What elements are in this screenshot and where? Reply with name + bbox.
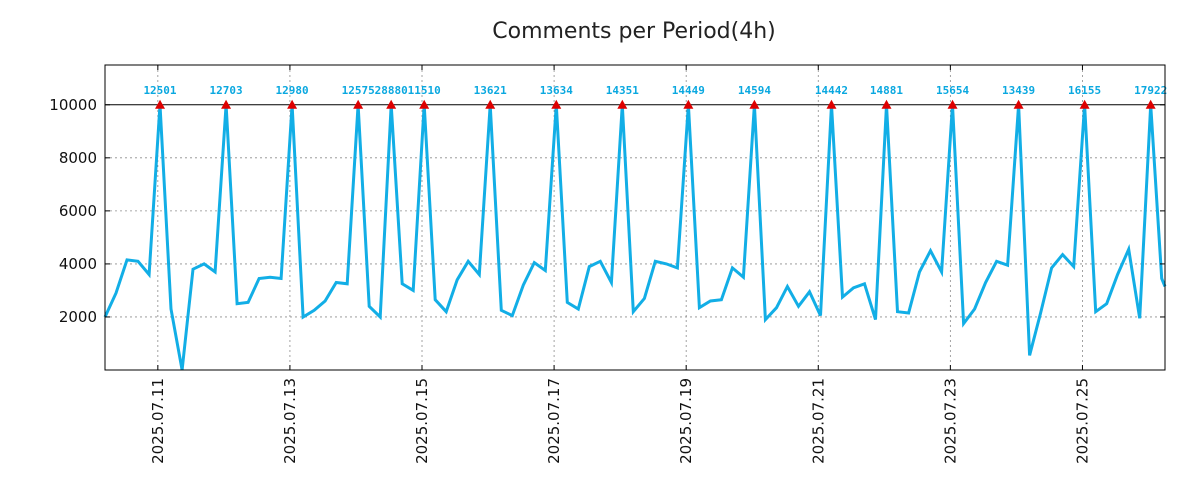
peak-marker: [683, 99, 694, 109]
chart-title: Comments per Period(4h): [492, 19, 776, 44]
peak-label: 12575: [342, 84, 375, 97]
peak-label: 14594: [738, 84, 771, 97]
peak-marker: [353, 99, 364, 109]
peak-marker: [419, 99, 430, 109]
y-tick-label: 6000: [59, 202, 97, 220]
series-line: [103, 104, 1167, 371]
plot-frame: [104, 64, 1166, 371]
peak-marker: [881, 99, 892, 109]
peak-label: 12980: [276, 84, 309, 97]
peak-marker: [221, 99, 232, 109]
peak-label: 13439: [1002, 84, 1035, 97]
x-tick-label: 2025.07.11: [149, 378, 167, 464]
x-tick-label: 2025.07.17: [545, 378, 563, 464]
peak-label: 14442: [815, 84, 848, 97]
y-axis: 2000 4000 6000 8000 10000: [49, 96, 1165, 326]
x-tick-label: 2025.07.25: [1073, 378, 1091, 464]
series-layer: [103, 104, 1167, 371]
peak-label: 12703: [209, 84, 242, 97]
peak-label: 28880: [375, 84, 408, 97]
peak-label: 15654: [936, 84, 969, 97]
x-tick-label: 2025.07.13: [281, 378, 299, 464]
peak-label: 14881: [870, 84, 903, 97]
y-tick-label: 4000: [59, 255, 97, 273]
peak-marker: [287, 99, 298, 109]
peak-label: 14449: [672, 84, 705, 97]
y-tick-label: 10000: [49, 96, 97, 114]
y-tick-label: 2000: [59, 308, 97, 326]
peak-label: 12501: [143, 84, 176, 97]
x-axis: 2025.07.11 2025.07.13 2025.07.15 2025.07.17…: [149, 65, 1091, 464]
x-tick-label: 2025.07.21: [809, 378, 827, 464]
peak-label: 11510: [408, 84, 441, 97]
peak-marker: [485, 99, 496, 109]
y-tick-label: 8000: [59, 149, 97, 167]
grid: [105, 65, 1165, 370]
x-tick-label: 2025.07.15: [413, 378, 431, 464]
peak-label: 13621: [474, 84, 507, 97]
peak-marker: [155, 99, 166, 109]
peak-marker: [947, 99, 958, 109]
peak-marker: [826, 99, 837, 109]
peak-marker: [1145, 99, 1156, 109]
x-tick-label: 2025.07.23: [941, 378, 959, 464]
peak-marker: [551, 99, 562, 109]
peak-marker: [386, 99, 397, 109]
peak-label: 16155: [1068, 84, 1101, 97]
peak-marker: [617, 99, 628, 109]
peak-marker: [749, 99, 760, 109]
x-tick-label: 2025.07.19: [677, 378, 695, 464]
peak-label: 17922: [1134, 84, 1167, 97]
peak-label: 13634: [540, 84, 573, 97]
peak-layer: 12501 12703 12980 12575 28880 11510 13621 13634…: [143, 84, 1167, 109]
peak-label: 14351: [606, 84, 639, 97]
peak-marker: [1079, 99, 1090, 109]
peak-marker: [1013, 99, 1024, 109]
